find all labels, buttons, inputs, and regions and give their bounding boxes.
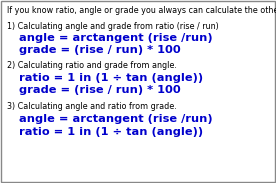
Text: If you know ratio, angle or grade you always can calculate the other two.: If you know ratio, angle or grade you al… (7, 6, 276, 15)
Text: 1) Calculating angle and grade from ratio (rise / run): 1) Calculating angle and grade from rati… (7, 22, 219, 31)
Text: 2) Calculating ratio and grade from angle.: 2) Calculating ratio and grade from angl… (7, 61, 177, 70)
Text: ratio = 1 in (1 ÷ tan (angle)): ratio = 1 in (1 ÷ tan (angle)) (11, 127, 203, 137)
Text: grade = (rise / run) * 100: grade = (rise / run) * 100 (11, 45, 181, 55)
Text: angle = arctangent (rise /run): angle = arctangent (rise /run) (11, 114, 213, 124)
Text: angle = arctangent (rise /run): angle = arctangent (rise /run) (11, 33, 213, 43)
Text: grade = (rise / run) * 100: grade = (rise / run) * 100 (11, 85, 181, 95)
Text: 3) Calculating angle and ratio from grade.: 3) Calculating angle and ratio from grad… (7, 102, 177, 111)
Text: ratio = 1 in (1 ÷ tan (angle)): ratio = 1 in (1 ÷ tan (angle)) (11, 73, 203, 83)
